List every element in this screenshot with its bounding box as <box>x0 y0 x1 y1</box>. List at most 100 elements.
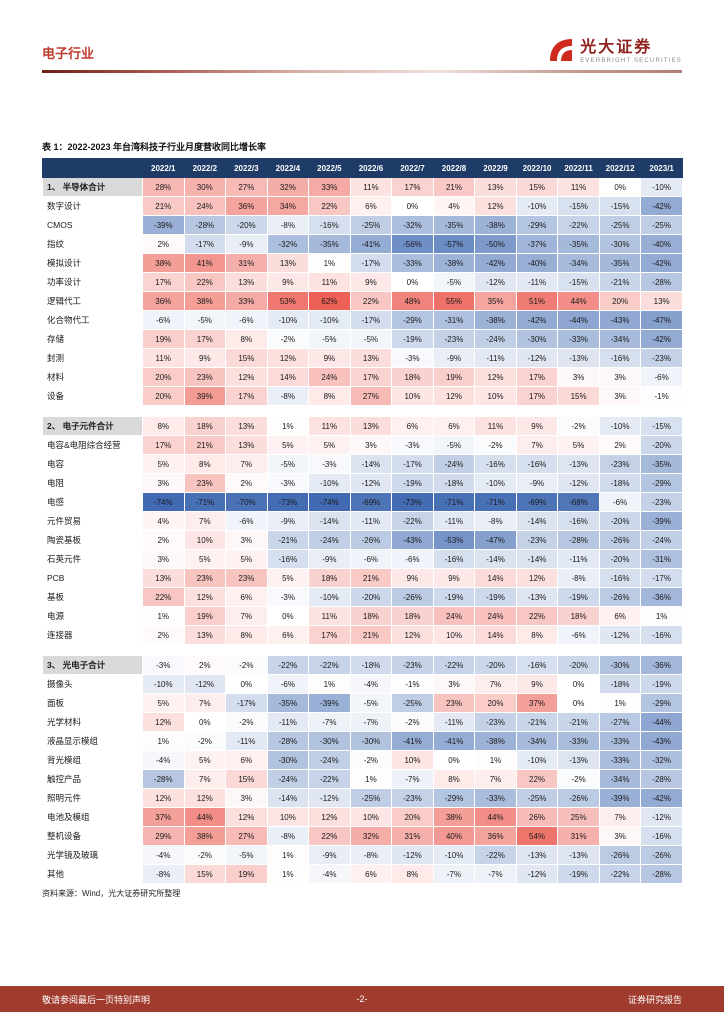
data-cell: -68% <box>557 492 600 512</box>
data-cell: -16% <box>640 826 683 846</box>
row-label: 电池及模组 <box>42 807 143 827</box>
data-cell: -22% <box>391 511 434 531</box>
data-cell: 3% <box>557 367 600 387</box>
row-label: 存储 <box>42 329 143 349</box>
row-label: 光学镜及玻璃 <box>42 845 143 865</box>
data-cell: 17% <box>391 177 434 197</box>
table-row: 电池及模组 37% 44% 12% 10% 12% 10% 20% 38% 44% 26% 25% 7%… <box>42 807 683 827</box>
table-title: 表 1：2022-2023 年台湾科技子行业月度营收同比增长率 <box>42 142 267 152</box>
data-cell: -23% <box>640 492 683 512</box>
data-cell: -17% <box>349 253 393 273</box>
data-cell: 54% <box>515 826 559 846</box>
industry-label: 电子行业 <box>42 45 95 61</box>
data-cell: -47% <box>474 530 517 550</box>
table-row: 功率设计 17% 22% 13% 9% 11% 9% 0% -5% -12% -11% -15% -21… <box>42 272 683 292</box>
data-cell: 21% <box>432 177 476 197</box>
row-label: 逻辑代工 <box>42 291 143 311</box>
data-cell: -9% <box>308 845 351 865</box>
data-cell: -7% <box>308 712 351 732</box>
data-cell: 12% <box>142 712 185 732</box>
data-cell: -47% <box>640 310 683 330</box>
data-cell: -13% <box>515 845 559 865</box>
page-header: 电子行业 光大证券 EVERBRIGHT SECURITIES <box>42 36 682 68</box>
row-label: 电容&电阻综合经营 <box>42 435 143 455</box>
data-cell: -9% <box>266 511 310 531</box>
data-cell: 24% <box>432 606 476 626</box>
column-header: 2022/12 <box>598 158 642 178</box>
data-cell: -8% <box>142 864 185 884</box>
table-row: 照明元件 12% 12% 3% -14% -12% -25% -23% -29% -33% -25%… <box>42 788 683 808</box>
table-row: 基板 22% 12% 6% -3% -10% -20% -26% -19% -19% -13% -19… <box>42 587 683 607</box>
data-cell: -42% <box>640 329 683 349</box>
footer-report-type: 证券研究报告 <box>627 994 682 1005</box>
column-header: 2022/6 <box>349 158 393 178</box>
table-row: 液晶显示模组 1% -2% -11% -28% -30% -30% -41% -41% -38% -… <box>42 731 683 751</box>
data-cell: 6% <box>266 625 310 645</box>
data-cell: -19% <box>432 587 476 607</box>
row-label: 3、 光电子合计 <box>42 655 143 675</box>
data-cell: 3% <box>142 473 185 493</box>
data-cell: -29% <box>432 788 476 808</box>
data-cell: -6% <box>225 511 268 531</box>
data-cell: -43% <box>598 310 642 330</box>
data-cell: -21% <box>598 272 642 292</box>
data-cell: -2% <box>266 329 310 349</box>
data-cell: 1% <box>142 606 185 626</box>
data-cell: -10% <box>432 845 476 865</box>
data-cell: -8% <box>474 511 517 531</box>
data-cell: -30% <box>515 329 559 349</box>
row-label: 电容 <box>42 454 143 474</box>
data-cell: 44% <box>474 807 517 827</box>
table-row: 连接器 2% 13% 8% 6% 17% 21% 12% 10% 14% 8% -6% -12% -16% <box>42 625 683 645</box>
data-cell: -43% <box>640 731 683 751</box>
data-cell: 5% <box>266 568 310 588</box>
data-cell: -53% <box>432 530 476 550</box>
data-cell: -35% <box>598 253 642 273</box>
data-cell: 13% <box>266 253 310 273</box>
data-cell: -8% <box>349 845 393 865</box>
data-cell: 12% <box>183 788 227 808</box>
data-cell: 22% <box>515 769 559 789</box>
data-cell: -10% <box>142 674 185 694</box>
data-cell: -3% <box>266 587 310 607</box>
data-cell: -73% <box>391 492 434 512</box>
data-cell: -15% <box>557 196 600 216</box>
data-cell: 1% <box>349 769 393 789</box>
data-cell: 10% <box>432 625 476 645</box>
table-row: 其他 -8% 15% 19% 1% -4% 6% 8% -7% -7% -12% -19% -22% -2… <box>42 864 683 884</box>
data-cell: -20% <box>557 655 600 675</box>
data-cell: 11% <box>349 177 393 197</box>
row-label: 模拟设计 <box>42 253 143 273</box>
data-cell: -12% <box>183 674 227 694</box>
data-cell: 33% <box>308 177 351 197</box>
data-cell: -23% <box>640 348 683 368</box>
data-cell: 12% <box>225 807 268 827</box>
data-cell: -2% <box>391 712 434 732</box>
data-cell: 1% <box>266 416 310 436</box>
data-cell: 23% <box>183 568 227 588</box>
data-cell: 9% <box>391 568 434 588</box>
data-cell: 1% <box>308 674 351 694</box>
data-cell: 7% <box>598 807 642 827</box>
data-cell: -8% <box>266 826 310 846</box>
row-label: CMOS <box>42 215 143 235</box>
data-cell: 17% <box>142 272 185 292</box>
data-cell: 20% <box>391 807 434 827</box>
data-cell: 4% <box>432 196 476 216</box>
data-cell: -5% <box>349 693 393 713</box>
table-row: 数字设计 21% 24% 36% 34% 22% 6% 0% 4% 12% -10% -15% -15%… <box>42 196 683 216</box>
data-cell: -44% <box>640 712 683 732</box>
data-cell: -71% <box>474 492 517 512</box>
data-cell: -42% <box>640 253 683 273</box>
data-cell: -22% <box>474 845 517 865</box>
data-cell: 38% <box>183 291 227 311</box>
column-header: 2022/9 <box>474 158 517 178</box>
data-cell: -12% <box>349 473 393 493</box>
data-cell: 0% <box>598 177 642 197</box>
data-cell: -29% <box>640 473 683 493</box>
data-cell: -3% <box>266 473 310 493</box>
data-cell: 0% <box>557 693 600 713</box>
data-cell: 8% <box>225 329 268 349</box>
data-cell: -11% <box>225 731 268 751</box>
data-cell: 15% <box>225 769 268 789</box>
